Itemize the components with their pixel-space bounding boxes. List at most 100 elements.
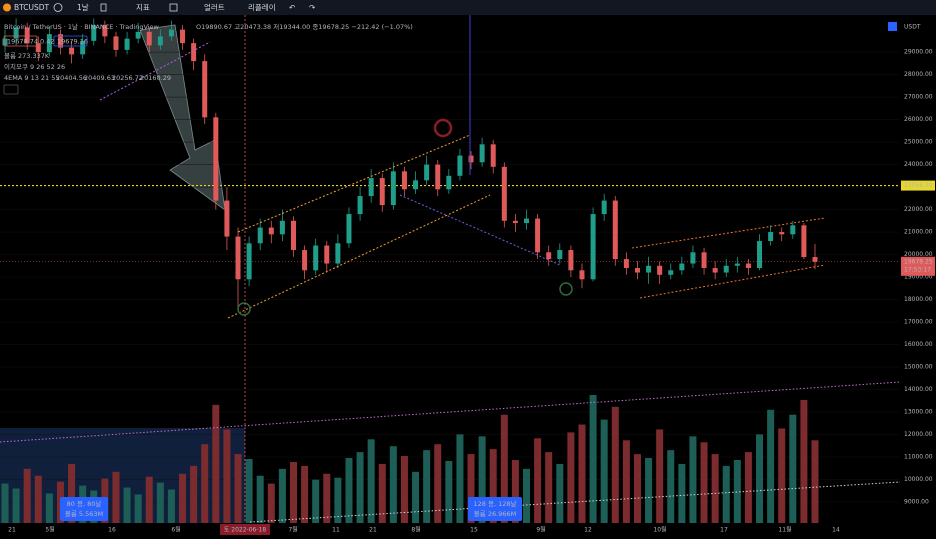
volume-bar (301, 465, 309, 523)
collapse-button[interactable] (3, 84, 19, 95)
volume-bar (722, 465, 730, 523)
indicators[interactable]: 지표 (136, 3, 150, 12)
alerts[interactable]: 얼러트 (204, 3, 225, 12)
y-tick-label: 25000.00 (904, 139, 933, 146)
volume-bar (68, 463, 76, 523)
volume-bar (711, 454, 719, 523)
y-tick-label: 17000.00 (904, 319, 933, 326)
currency: USDT (904, 24, 921, 31)
toolbar (0, 0, 936, 15)
volume-bar (223, 429, 231, 523)
spread: 0.42 (40, 38, 54, 46)
candle-body (368, 178, 374, 197)
candle-body (479, 144, 485, 163)
circle-marker (433, 118, 453, 138)
undo[interactable]: ↶ (289, 3, 295, 12)
range-bars: 80 봉, 80날 (67, 499, 102, 508)
circle-marker (237, 302, 251, 316)
candle-body (268, 227, 274, 235)
volume-bar (334, 477, 342, 523)
trend-line (639, 264, 826, 299)
ema-value: 20404.56 (56, 74, 87, 82)
volume-bar (212, 404, 220, 523)
settings-button[interactable] (888, 22, 897, 31)
volume-bar (800, 399, 808, 523)
y-tick-label: 12000.00 (904, 431, 933, 438)
candle-body (335, 243, 341, 264)
ema-value: 20160.29 (140, 74, 171, 82)
volume-bar (400, 456, 408, 523)
candle-body (102, 25, 108, 37)
buy-price[interactable]: 19679.16 (57, 38, 88, 46)
x-tick-label: 5월 (45, 526, 54, 534)
add-symbol[interactable] (53, 3, 63, 12)
interval[interactable]: 1날 (77, 2, 89, 12)
y-tick-label: 26000.00 (904, 116, 933, 123)
sell-box[interactable] (3, 35, 38, 47)
candle-body (457, 155, 463, 176)
candle-body (146, 31, 152, 46)
symbol[interactable]: BTCUSDT (14, 3, 50, 12)
volume-bar (767, 409, 775, 523)
countdown: 17:53:17 (904, 266, 931, 273)
y-tick-label: 27000.00 (904, 94, 933, 101)
volume-bar (778, 428, 786, 523)
y-tick-label: 24000.00 (904, 161, 933, 168)
x-tick-label: 11월 (778, 526, 791, 534)
volume-bar (389, 446, 397, 523)
candle-body (279, 220, 285, 235)
range-info (60, 497, 108, 521)
hline-price: 23066.30 (904, 182, 933, 189)
candle-body (490, 144, 496, 167)
redo[interactable]: ↷ (309, 3, 316, 12)
y-tick-label: 16000.00 (904, 341, 933, 348)
volume-bar (145, 476, 153, 523)
volume-bar (589, 395, 597, 523)
candle-body (180, 29, 186, 44)
x-tick-label: 16 (108, 527, 116, 534)
chart-type[interactable] (100, 3, 107, 12)
volume-bar (500, 414, 508, 523)
layouts[interactable] (169, 3, 178, 12)
range-volume: 볼륨 26.966M (474, 509, 516, 518)
volume-bar (667, 450, 675, 523)
last-price-box (901, 256, 935, 276)
volume-bar (278, 468, 286, 523)
candle-body (690, 252, 696, 264)
candle-body (535, 218, 541, 253)
volume-bar (578, 424, 586, 523)
x-tick-label: 8월 (411, 526, 420, 534)
y-tick-label: 19000.00 (904, 274, 933, 281)
x-tick-label: 14 (832, 527, 840, 534)
candle-body (57, 34, 63, 48)
candle-body (401, 171, 407, 190)
x-tick-label: 21 (369, 527, 377, 534)
candle-body (424, 164, 430, 181)
candle-body (69, 47, 75, 55)
volume-bar (123, 487, 131, 523)
candle-body (723, 265, 729, 273)
volume-bar (367, 439, 375, 523)
candle-body (357, 196, 363, 215)
ema-value: 20256.72 (112, 74, 143, 82)
buy-box[interactable] (53, 35, 88, 47)
x-tick-label: 11 (332, 527, 340, 534)
volume-bar (167, 489, 175, 523)
trend-line (237, 134, 471, 233)
candle-body (213, 117, 219, 201)
ema-value: 20409.63 (84, 74, 115, 82)
candle-body (623, 259, 629, 269)
circle-marker (559, 282, 573, 296)
symbol-icon (3, 3, 11, 12)
volume-bar (700, 442, 708, 523)
volume-bar (545, 452, 553, 523)
replay[interactable]: 리플레이 (248, 2, 276, 12)
sell-price[interactable]: 19678.74 (7, 38, 38, 46)
candle-body (46, 34, 52, 53)
candle-body (546, 252, 552, 260)
volume-bar (656, 429, 664, 523)
y-tick-label: 15000.00 (904, 364, 933, 371)
volume-bar (245, 459, 253, 523)
candle-body (745, 263, 751, 269)
candle-body (290, 220, 296, 251)
